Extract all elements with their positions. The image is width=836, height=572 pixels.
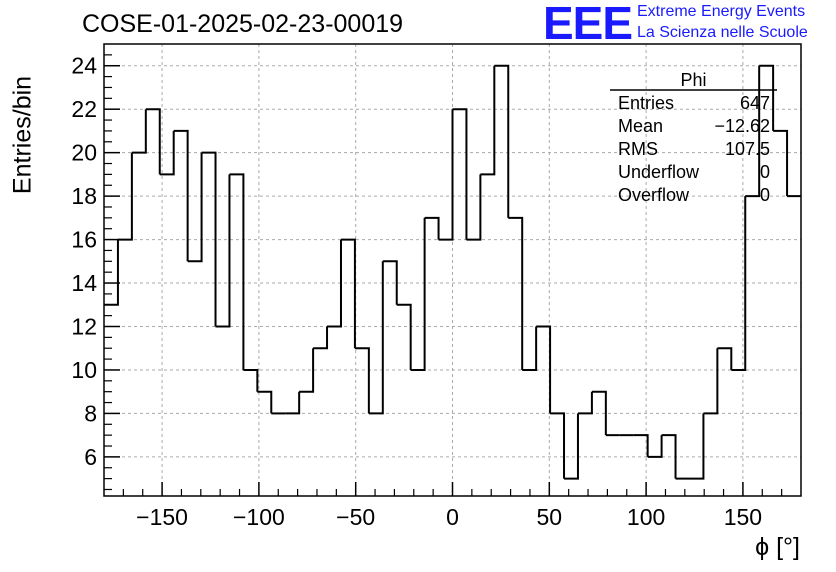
- histogram-bin: [466, 174, 482, 241]
- histogram-bin: [187, 152, 203, 263]
- histogram-bin: [313, 326, 329, 350]
- histogram-bin: [285, 391, 301, 415]
- x-axis-ticks: −150 −100 −50 0 50 100 150: [122, 482, 783, 530]
- histogram-bin: [424, 216, 440, 240]
- y-tick-label: 10: [71, 357, 97, 383]
- y-tick-label: 22: [71, 96, 97, 122]
- y-tick-label: 14: [71, 270, 97, 296]
- y-tick-label: 6: [84, 444, 97, 470]
- histogram-bin: [145, 108, 161, 175]
- histogram-bin: [536, 325, 552, 414]
- histogram-bin: [229, 173, 245, 370]
- histogram-bin: [117, 152, 133, 241]
- histogram-bin: [480, 65, 496, 176]
- x-tick-label: −100: [233, 504, 285, 530]
- stats-row-rms: RMS 107.5: [618, 139, 770, 161]
- histogram-bin: [745, 65, 761, 198]
- stats-value: 647: [739, 93, 770, 113]
- histogram-bin: [564, 413, 579, 480]
- histogram-bin: [522, 326, 538, 371]
- histogram-bin: [633, 434, 649, 457]
- x-axis-label: ϕ [°]: [755, 533, 800, 561]
- histogram-bin: [215, 174, 231, 328]
- histogram-bin: [382, 260, 398, 305]
- histogram-bin: [759, 64, 775, 131]
- histogram-bin: [173, 129, 189, 262]
- stats-key: Entries: [618, 93, 675, 113]
- x-tick-label: 50: [537, 504, 563, 530]
- y-tick-label: 12: [71, 314, 97, 340]
- y-tick-label: 18: [71, 183, 97, 209]
- histogram-series: [104, 64, 801, 480]
- histogram-bin: [410, 217, 426, 371]
- x-tick-label: −150: [136, 504, 188, 530]
- histogram-bin: [689, 413, 705, 480]
- logo-caption-1: Extreme Energy Events: [637, 3, 806, 20]
- logo-caption-2: La Scienza nelle Scuole: [637, 24, 808, 41]
- histogram-bin: [577, 391, 593, 415]
- stats-key: Overflow: [618, 185, 690, 205]
- histogram-bin: [438, 109, 454, 241]
- stats-row-entries: Entries 647: [618, 93, 770, 115]
- y-axis-label-box: Entries/bin: [6, 70, 40, 200]
- y-tick-label: 8: [84, 400, 97, 426]
- histogram-bin: [368, 261, 384, 415]
- y-tick-label: 24: [71, 53, 97, 79]
- histogram-bin: [703, 348, 719, 415]
- histogram-bin: [550, 412, 566, 479]
- histogram-bin: [354, 347, 370, 414]
- histogram-bin: [452, 108, 468, 240]
- y-tick-label: 16: [71, 227, 97, 253]
- y-tick-label: 20: [71, 140, 97, 166]
- histogram-bin: [257, 390, 273, 414]
- stats-row-overflow: Overflow 0: [618, 185, 770, 207]
- stats-value: 107.5: [724, 139, 770, 159]
- histogram-bin: [661, 434, 677, 479]
- x-tick-label: 0: [446, 504, 459, 530]
- stats-value: −12.62: [714, 116, 770, 136]
- histogram-bin: [243, 368, 259, 392]
- histogram-bin: [494, 64, 510, 218]
- stats-value: 0: [759, 185, 770, 205]
- histogram-bin: [647, 435, 663, 458]
- x-tick-label: 150: [724, 504, 762, 530]
- histogram-bin: [508, 216, 524, 370]
- stats-key: Mean: [618, 116, 664, 136]
- histogram-bin: [201, 151, 217, 327]
- histogram-bin: [131, 109, 147, 154]
- y-axis-label: Entries/bin: [8, 75, 37, 195]
- x-tick-label: −50: [336, 504, 375, 530]
- histogram-bin: [396, 303, 412, 370]
- x-tick-label: 100: [627, 504, 665, 530]
- y-axis-ticks: 6 8 10 12 14 16 18 20 22 24: [71, 53, 120, 491]
- histogram-bin: [159, 130, 175, 176]
- stats-key: RMS: [618, 139, 658, 159]
- stats-value: 0: [759, 162, 770, 182]
- eee-logo: EEE: [543, 0, 633, 49]
- stats-box-title: Phi: [680, 70, 707, 90]
- stats-row-underflow: Underflow 0: [618, 162, 770, 184]
- histogram-bin: [773, 129, 789, 197]
- histogram-bin: [717, 347, 733, 370]
- histogram-bin: [327, 239, 342, 328]
- histogram-bin: [591, 390, 607, 436]
- stats-key: Underflow: [618, 162, 700, 182]
- histogram-bin: [340, 238, 356, 349]
- stats-row-mean: Mean −12.62: [618, 116, 770, 138]
- chart-title: COSE-01-2025-02-23-00019: [82, 10, 404, 38]
- histogram-bin: [299, 348, 315, 393]
- histogram-bin: [731, 196, 747, 371]
